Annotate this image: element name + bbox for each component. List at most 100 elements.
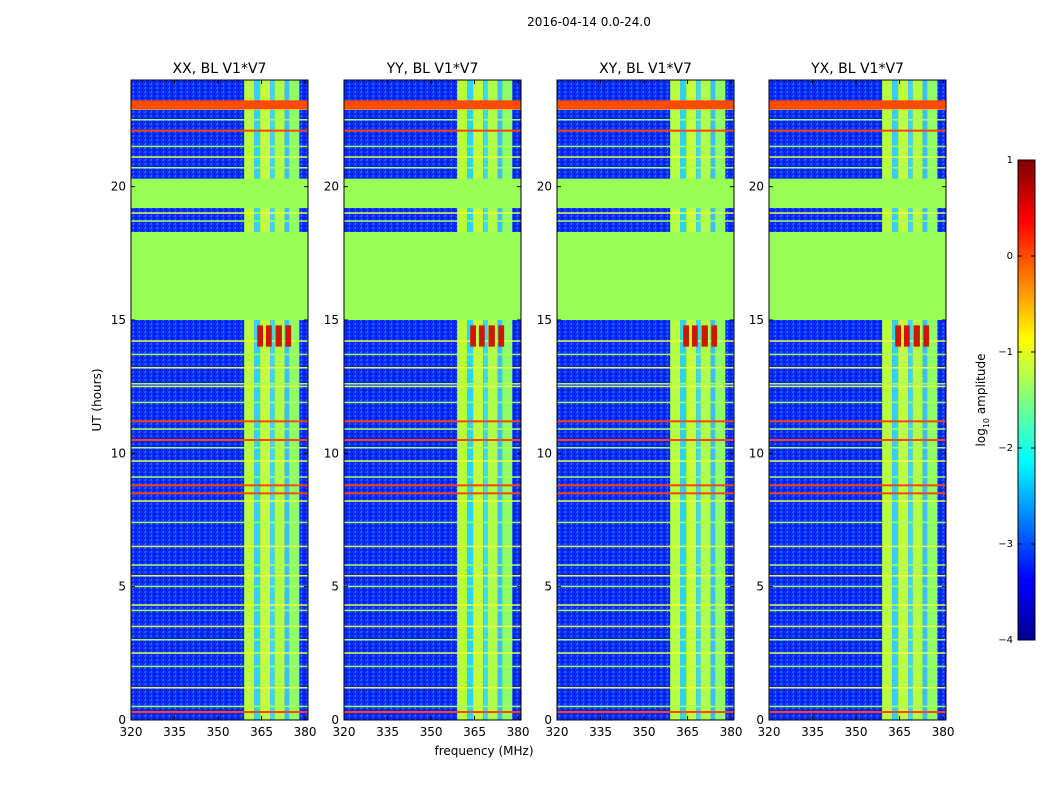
rfi-line (344, 585, 521, 588)
x-tick-label: 320 (333, 725, 356, 739)
y-tick-label: 5 (756, 580, 764, 594)
rfi-line (344, 500, 521, 502)
colorbar-tick-label: 1 (1007, 155, 1013, 166)
rfi-line (557, 119, 734, 121)
y-tick-label: 20 (111, 180, 126, 194)
hot-band-top (131, 101, 308, 110)
rfi-line (769, 385, 946, 388)
colorbar-ticks: 1 0 −1 −2 −3 −4 (998, 155, 1035, 646)
rfi-line (131, 575, 308, 577)
y-tick-label: 15 (537, 313, 552, 327)
signal-band-column (882, 80, 893, 720)
rfi-line (131, 665, 308, 668)
rfi-line (344, 476, 521, 478)
rfi-line (344, 609, 521, 612)
rfi-line (769, 383, 946, 385)
rfi-line (131, 711, 308, 713)
colorbar-tick-label: −1 (998, 347, 1013, 358)
rfi-line (344, 167, 521, 169)
signal-band-column (922, 80, 928, 720)
x-axis-label: frequency (MHz) (434, 744, 533, 758)
rfi-line (131, 212, 308, 214)
rfi-line (769, 156, 946, 158)
signal-band-column (244, 80, 255, 720)
rfi-line (344, 687, 521, 689)
hot-block (913, 325, 920, 347)
y-tick-label: 10 (324, 446, 339, 460)
rfi-line (557, 711, 734, 713)
rfi-line (769, 167, 946, 169)
rfi-line (131, 652, 308, 654)
x-tick-label: 335 (163, 725, 186, 739)
rfi-line (769, 652, 946, 654)
rfi-line (344, 521, 521, 524)
x-tick-label: 350 (845, 725, 868, 739)
rfi-line (769, 521, 946, 524)
rfi-line (344, 545, 521, 548)
rfi-line (557, 439, 734, 441)
signal-band-column (457, 80, 468, 720)
hot-block (488, 325, 495, 347)
colorbar-gradient (1017, 159, 1036, 641)
flagged-region (557, 178, 734, 208)
y-tick-label: 0 (756, 713, 764, 727)
rfi-line (344, 575, 521, 577)
rfi-line (131, 385, 308, 388)
rfi-line (344, 564, 521, 566)
colorbar-tick-label: 0 (1007, 251, 1013, 262)
rfi-line (769, 145, 946, 148)
rfi-line (557, 545, 734, 548)
rfi-line (344, 665, 521, 668)
rfi-line (557, 401, 734, 404)
rfi-line (769, 476, 946, 478)
rfi-line (131, 625, 308, 628)
rfi-line (557, 340, 734, 342)
rfi-line (344, 428, 521, 430)
flagged-region (769, 178, 946, 208)
rfi-line (557, 428, 734, 430)
x-tick-label: 350 (633, 725, 656, 739)
panel-frame (343, 79, 522, 721)
rfi-line (769, 401, 946, 404)
y-tick-label: 15 (749, 313, 764, 327)
rfi-line (344, 145, 521, 148)
x-tick-label: 365 (676, 725, 699, 739)
rfi-line (344, 129, 521, 132)
rfi-line (769, 220, 946, 222)
signal-band-column (274, 80, 285, 720)
rfi-line (344, 220, 521, 222)
signal-band-column (927, 80, 938, 720)
rfi-line (344, 383, 521, 385)
rfi-line (131, 609, 308, 612)
rfi-line (131, 476, 308, 478)
figure-suptitle: 2016-04-14 0.0-24.0 (527, 15, 651, 29)
x-tick-label: 335 (801, 725, 824, 739)
rfi-line (769, 639, 946, 641)
x-tick-label: 320 (120, 725, 143, 739)
x-tick-label: 335 (376, 725, 399, 739)
rfi-line (769, 564, 946, 566)
rfi-line (344, 385, 521, 388)
signal-band-column (502, 80, 513, 720)
rfi-line (557, 383, 734, 385)
rfi-line (557, 156, 734, 158)
rfi-line (769, 119, 946, 121)
rfi-line (131, 604, 308, 606)
rfi-line (131, 447, 308, 449)
hot-block (701, 325, 708, 347)
rfi-line (557, 447, 734, 449)
rfi-line (769, 625, 946, 628)
y-tick-label: 15 (324, 313, 339, 327)
flagged-region (557, 232, 734, 320)
rfi-line (131, 420, 308, 423)
rfi-line (769, 575, 946, 577)
rfi-line (344, 156, 521, 158)
panel-title: XY, BL V1*V7 (599, 61, 692, 77)
rfi-line (769, 420, 946, 423)
flagged-region (344, 178, 521, 208)
y-tick-label: 5 (331, 580, 339, 594)
rfi-line (557, 564, 734, 566)
rfi-line (557, 609, 734, 612)
signal-band-column (700, 80, 711, 720)
